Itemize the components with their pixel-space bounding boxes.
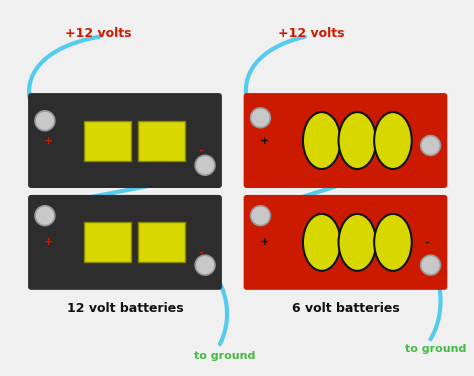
Text: -: - (424, 135, 429, 146)
Ellipse shape (338, 112, 376, 169)
Text: 6 volt batteries: 6 volt batteries (292, 302, 400, 315)
Text: -: - (199, 247, 203, 257)
Circle shape (35, 206, 55, 226)
Bar (83, 121, 131, 161)
Text: +: + (260, 237, 269, 247)
Circle shape (420, 255, 440, 275)
Ellipse shape (374, 112, 412, 169)
FancyBboxPatch shape (244, 93, 447, 188)
Text: +: + (44, 237, 54, 247)
Circle shape (251, 108, 270, 128)
Bar (138, 121, 185, 161)
Bar (138, 222, 185, 262)
Circle shape (195, 255, 215, 275)
FancyBboxPatch shape (244, 195, 447, 290)
Circle shape (251, 206, 270, 226)
Text: +: + (44, 135, 54, 146)
Circle shape (420, 136, 440, 155)
Text: 12 volt batteries: 12 volt batteries (67, 302, 183, 315)
Text: to ground: to ground (405, 344, 466, 354)
Ellipse shape (303, 112, 340, 169)
Text: +: + (260, 135, 269, 146)
Text: +12 volts: +12 volts (64, 27, 131, 40)
Circle shape (35, 111, 55, 130)
FancyBboxPatch shape (28, 195, 222, 290)
FancyBboxPatch shape (28, 93, 222, 188)
Text: +12 volts: +12 volts (278, 27, 345, 40)
Bar (83, 222, 131, 262)
Text: -: - (424, 237, 429, 247)
Ellipse shape (374, 214, 412, 271)
Ellipse shape (303, 214, 340, 271)
Ellipse shape (338, 214, 376, 271)
Circle shape (195, 155, 215, 175)
Text: -: - (199, 146, 203, 155)
Text: to ground: to ground (194, 351, 255, 361)
